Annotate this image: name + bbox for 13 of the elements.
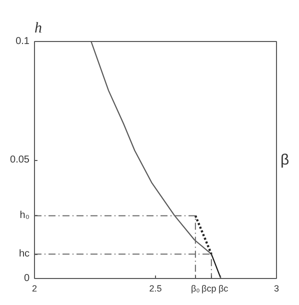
- x-tick-label: β₀: [190, 284, 200, 294]
- y-axis-title: h: [34, 20, 42, 36]
- y-tick-label: hc: [18, 248, 30, 260]
- x-axis-title: β: [280, 152, 290, 168]
- y-tick-label: 0.05: [10, 154, 30, 166]
- x-tick-label: βcp: [202, 284, 216, 294]
- y-tick-label: 0: [24, 273, 30, 284]
- x-tick-label: 2.5: [149, 284, 162, 294]
- x-tick-label: 2: [32, 284, 38, 294]
- x-tick-label: 3: [274, 284, 280, 294]
- x-tick-label: βc: [218, 284, 228, 294]
- y-tick-label: h₀: [20, 210, 30, 222]
- y-tick-label: 0.1: [16, 36, 30, 47]
